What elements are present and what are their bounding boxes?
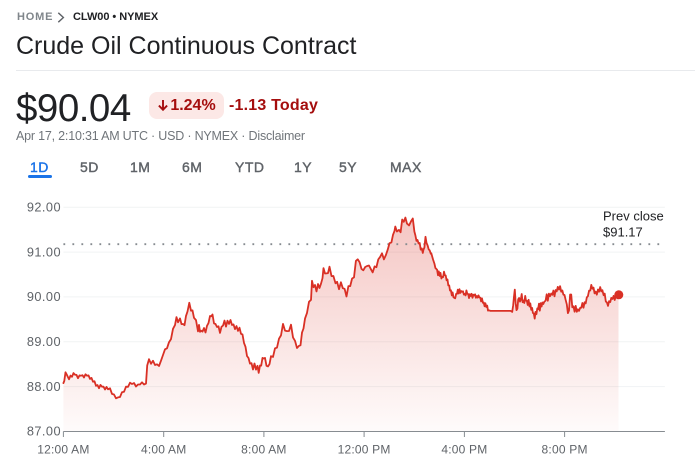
- svg-text:8:00 PM: 8:00 PM: [542, 443, 588, 457]
- svg-text:90.00: 90.00: [27, 289, 61, 304]
- svg-text:8:00 AM: 8:00 AM: [241, 443, 286, 457]
- svg-text:4:00 AM: 4:00 AM: [141, 443, 186, 457]
- svg-text:87.00: 87.00: [27, 424, 61, 439]
- svg-text:$91.17: $91.17: [603, 225, 643, 240]
- svg-text:Prev close: Prev close: [603, 209, 664, 224]
- svg-text:91.00: 91.00: [27, 244, 61, 259]
- svg-text:4:00 PM: 4:00 PM: [441, 443, 487, 457]
- svg-text:12:00 AM: 12:00 AM: [37, 443, 89, 457]
- svg-text:12:00 PM: 12:00 PM: [338, 443, 391, 457]
- svg-text:92.00: 92.00: [27, 199, 61, 214]
- svg-text:89.00: 89.00: [27, 334, 61, 349]
- svg-text:88.00: 88.00: [27, 379, 61, 394]
